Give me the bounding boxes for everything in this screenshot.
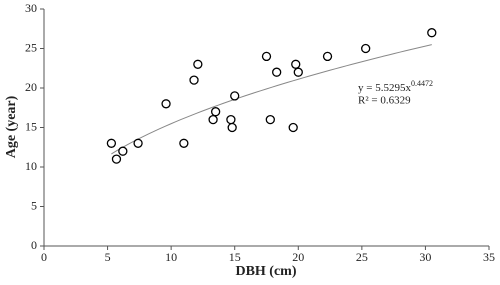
point bbox=[226, 114, 236, 125]
x-axis-title: DBH (cm) bbox=[235, 264, 296, 279]
point bbox=[322, 51, 333, 62]
point bbox=[261, 51, 272, 62]
equation-exponent: 0.4472 bbox=[411, 79, 433, 88]
point bbox=[193, 59, 203, 69]
point bbox=[118, 146, 128, 156]
point bbox=[288, 122, 298, 133]
point bbox=[133, 138, 143, 148]
x-tick-label: 15 bbox=[229, 250, 241, 264]
x-tick-label: 35 bbox=[483, 250, 495, 264]
point bbox=[210, 107, 221, 117]
point bbox=[208, 114, 218, 125]
point bbox=[427, 28, 437, 38]
point bbox=[291, 59, 301, 69]
point bbox=[293, 67, 303, 77]
point bbox=[106, 138, 117, 148]
point bbox=[189, 75, 199, 85]
y-tick-label: 30 bbox=[25, 1, 37, 15]
point bbox=[161, 99, 171, 109]
y-axis-title: Age (year) bbox=[4, 95, 19, 158]
x-tick-label: 30 bbox=[419, 250, 431, 264]
point bbox=[179, 138, 189, 148]
equation-text: y = 5.5295x bbox=[358, 82, 411, 94]
y-tick-label: 5 bbox=[31, 198, 37, 212]
x-tick-label: 5 bbox=[105, 250, 111, 264]
x-tick-label: 10 bbox=[165, 250, 177, 264]
point bbox=[230, 91, 240, 101]
y-tick-label: 25 bbox=[25, 40, 37, 54]
y-tick-label: 0 bbox=[31, 238, 37, 252]
point bbox=[111, 154, 122, 164]
point bbox=[361, 43, 371, 54]
point bbox=[265, 114, 275, 125]
point bbox=[227, 122, 237, 133]
x-tick-label: 20 bbox=[292, 250, 304, 264]
x-tick-label: 0 bbox=[41, 250, 47, 264]
trendline bbox=[111, 44, 432, 155]
r-squared: R² = 0.6329 bbox=[358, 95, 411, 107]
point bbox=[272, 67, 282, 77]
y-tick-label: 20 bbox=[25, 80, 37, 94]
y-tick-label: 10 bbox=[25, 159, 37, 173]
y-tick-label: 15 bbox=[25, 119, 37, 133]
trendline-equation: y = 5.5295x0.4472 bbox=[358, 79, 433, 94]
x-tick-label: 25 bbox=[356, 250, 368, 264]
